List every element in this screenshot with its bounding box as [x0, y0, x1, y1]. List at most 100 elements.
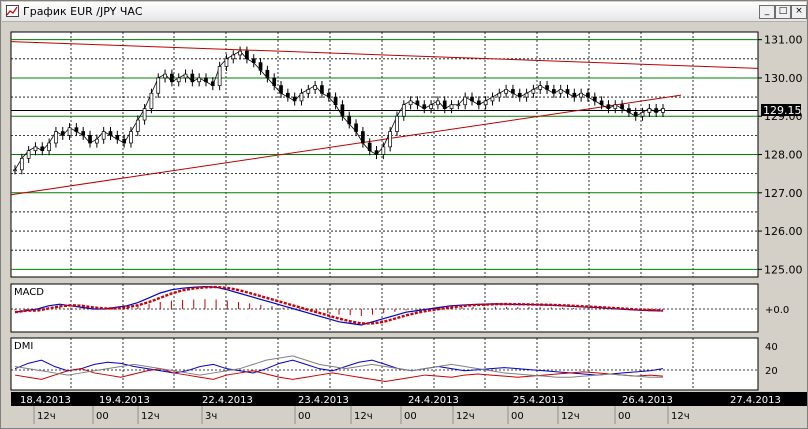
candle-body [47, 142, 51, 152]
resistance-trendline [10, 41, 759, 69]
candle-body [135, 119, 140, 132]
minimize-button[interactable]: _ [759, 5, 775, 19]
candle-body [251, 58, 256, 63]
candle-body [361, 131, 365, 144]
candle-body [545, 85, 549, 90]
candle-body [190, 73, 195, 83]
price-tick-label: 131.00 [764, 34, 803, 47]
candle-body [299, 92, 304, 102]
dmi-minus-line [14, 368, 664, 382]
candle-body [381, 146, 386, 155]
hour-label: 12ч [671, 411, 690, 422]
candle-body [197, 77, 202, 83]
date-label: 27.4.2013 [730, 395, 781, 406]
candle-body [320, 85, 324, 94]
candle-body [142, 108, 147, 121]
candle-body [326, 92, 331, 98]
candle-body [592, 96, 597, 102]
trend-lines [10, 41, 759, 196]
candle-body [538, 85, 543, 90]
candle-body [19, 157, 24, 171]
support-trendline [10, 94, 682, 196]
candle-body [552, 89, 556, 94]
candle-body [579, 92, 583, 98]
dmi-indicator [14, 355, 664, 382]
candle-body [456, 104, 461, 107]
candle-body [647, 108, 652, 113]
candle-body [101, 131, 106, 140]
hour-label: 12ч [354, 411, 373, 422]
candle-body [156, 77, 161, 94]
candle-body [60, 131, 65, 136]
hour-label: 00 [511, 411, 524, 422]
candle-body [170, 73, 174, 83]
hour-label: 12ч [456, 411, 475, 422]
hour-labels: 12ч 00 12ч 3ч 00 12ч 00 12ч 00 12ч 00 12ч [33, 406, 690, 424]
maximize-button[interactable]: □ [775, 5, 791, 19]
candle-body [449, 104, 454, 109]
candle-body [108, 131, 113, 136]
candle-body [463, 96, 468, 106]
hour-label: 00 [618, 411, 631, 422]
candle-body [149, 92, 154, 109]
window-title: График EUR /JPY ЧАС [23, 5, 143, 18]
candle-body [504, 89, 508, 94]
macd-signal-line [14, 285, 664, 325]
date-label-box [199, 393, 262, 405]
date-labels: 18.4.2013 19.4.2013 22.4.2013 23.4.2013 24.4… [17, 393, 790, 406]
candle-body [258, 62, 263, 71]
chart-window-icon [6, 5, 19, 17]
price-tick-label: 126.00 [764, 225, 803, 238]
hour-label: 12ч [141, 411, 160, 422]
candle-body [74, 127, 79, 132]
candle-body [33, 146, 38, 152]
candle-body [340, 104, 345, 117]
hour-label: 00 [298, 411, 311, 422]
current-price-badge [761, 104, 801, 116]
candle-body [238, 50, 242, 56]
candle-body [306, 89, 311, 94]
dmi-plus-line [14, 359, 664, 376]
candle-body [333, 96, 338, 106]
price-tick-label: 128.00 [764, 149, 803, 162]
candle-body [429, 104, 433, 109]
candle-body [627, 108, 631, 113]
macd-panel [10, 283, 759, 333]
candle-body [265, 69, 270, 79]
candle-body [115, 135, 120, 140]
dmi-title: DMI [14, 341, 33, 352]
candle-body [640, 112, 645, 117]
candle-body [599, 100, 604, 106]
candles [13, 46, 665, 175]
date-label-box [619, 393, 682, 405]
price-chart[interactable]: 131.00130.00129.00128.00127.00126.00125.… [1, 22, 807, 427]
candle-body [531, 89, 536, 94]
date-label: 23.4.2013 [298, 395, 349, 406]
candle-body [497, 92, 502, 98]
date-label-box [405, 393, 468, 405]
date-label: 19.4.2013 [99, 395, 150, 406]
candle-body [436, 100, 440, 106]
candle-body [490, 96, 495, 102]
candle-body [67, 127, 72, 136]
candle-body [517, 92, 522, 98]
candle-body [95, 138, 99, 144]
candle-body [395, 115, 399, 132]
candle-body [367, 142, 372, 152]
candle-body [245, 50, 249, 60]
hour-label: 00 [96, 411, 109, 422]
candle-body [483, 100, 488, 106]
candle-body [122, 138, 126, 144]
date-label-box [96, 393, 159, 405]
title-bar[interactable]: График EUR /JPY ЧАС _ □ × [2, 2, 807, 22]
candle-body [26, 150, 31, 159]
hour-label: 00 [404, 411, 417, 422]
adx-line [14, 355, 663, 378]
price-grid [11, 32, 758, 277]
candle-body [54, 131, 58, 144]
candle-body [422, 104, 427, 109]
close-button[interactable]: × [791, 5, 807, 19]
candle-body [40, 146, 45, 152]
candle-body [572, 92, 577, 98]
candle-body [183, 73, 188, 79]
